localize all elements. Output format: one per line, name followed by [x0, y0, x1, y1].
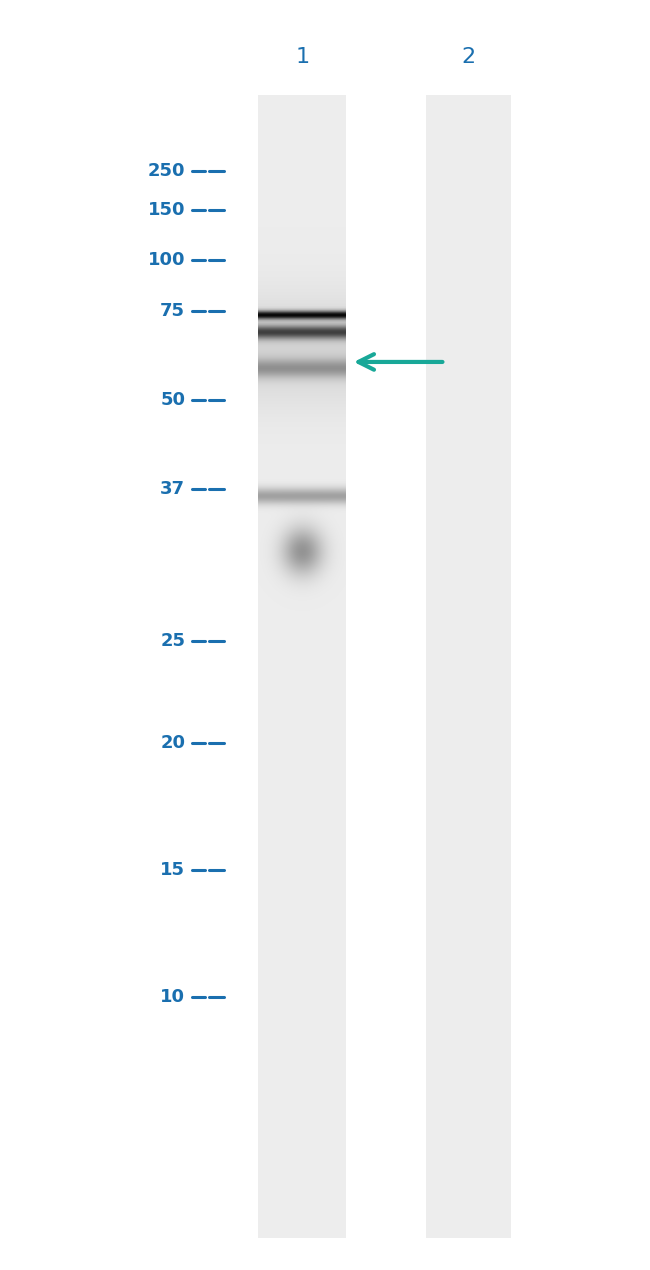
Text: 20: 20 [161, 734, 185, 752]
Text: 10: 10 [161, 988, 185, 1006]
Text: 37: 37 [161, 480, 185, 498]
Text: 1: 1 [295, 47, 309, 67]
Text: 250: 250 [148, 163, 185, 180]
Text: 50: 50 [161, 391, 185, 409]
Text: 25: 25 [161, 632, 185, 650]
Text: 100: 100 [148, 251, 185, 269]
Text: 150: 150 [148, 201, 185, 218]
Text: 75: 75 [161, 302, 185, 320]
Bar [426, 95, 510, 1238]
Bar [259, 95, 346, 1238]
Text: 15: 15 [161, 861, 185, 879]
Text: 2: 2 [461, 47, 475, 67]
